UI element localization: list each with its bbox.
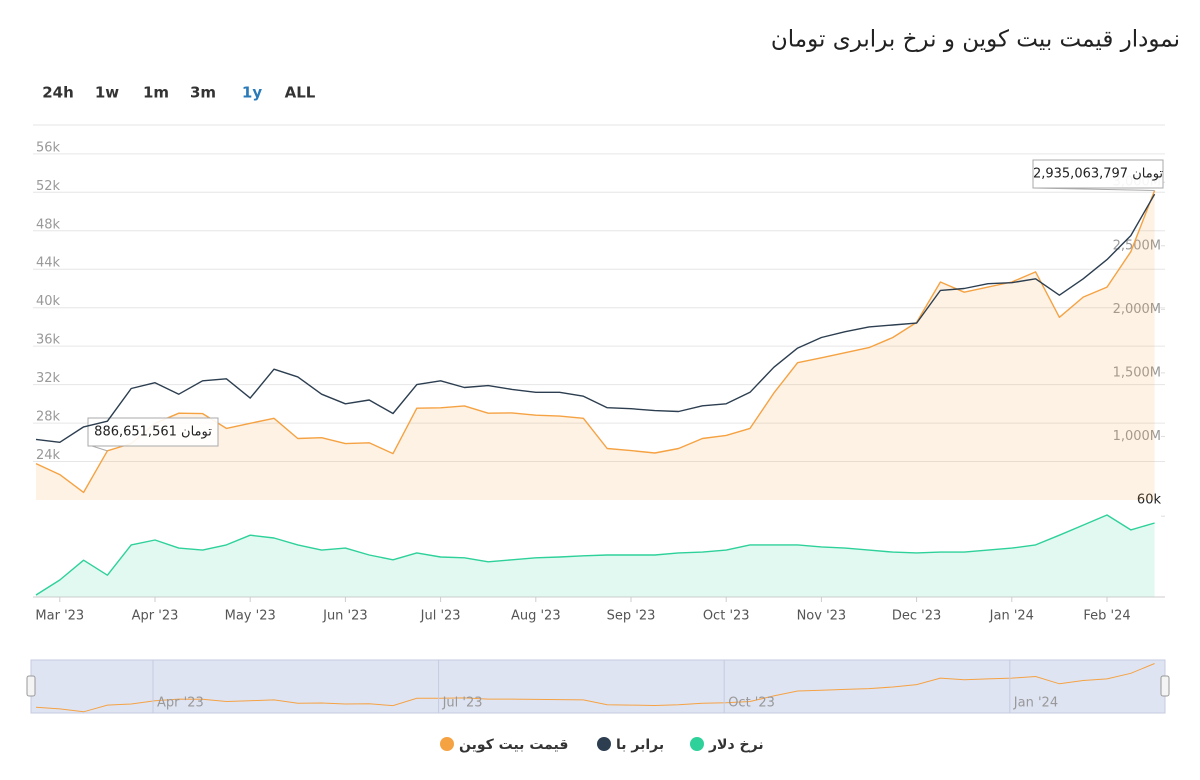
y-tick-label: 56k	[36, 140, 61, 155]
series-line	[35, 514, 1155, 596]
series-area	[36, 190, 1155, 500]
y-tick-label: 24k	[36, 448, 61, 463]
range-button[interactable]: 1m	[143, 84, 169, 102]
navigator[interactable]	[30, 659, 1166, 714]
y-tick-label: 52k	[36, 179, 61, 194]
legend-marker[interactable]	[597, 737, 611, 751]
y-tick-label: 48k	[36, 217, 61, 232]
legend-label[interactable]: قیمت بیت کوین	[459, 737, 568, 753]
data-label: 2,935,063,797 تومان	[1033, 167, 1163, 182]
x-tick-label: Sep '23	[607, 609, 656, 624]
navigator-label: Apr '23	[157, 696, 204, 711]
navigator-line	[35, 663, 1155, 713]
range-button[interactable]: ALL	[285, 84, 316, 102]
y2-tick-label: 1,500M	[1113, 365, 1161, 380]
legend-marker[interactable]	[690, 737, 704, 751]
y-tick-label: 44k	[36, 256, 61, 271]
y3-tick-label: 60k	[1137, 493, 1162, 508]
legend-label[interactable]: برابر با	[616, 737, 664, 753]
series-line	[35, 190, 1156, 494]
x-tick-label: Dec '23	[892, 609, 941, 624]
range-button[interactable]: 1w	[95, 84, 119, 102]
y2-tick-label: 2,000M	[1113, 302, 1161, 317]
x-tick-label: Jul '23	[420, 609, 461, 624]
data-label: 886,651,561 تومان	[94, 425, 212, 440]
navigator-handle[interactable]	[1160, 675, 1170, 697]
annotation-connector	[91, 445, 108, 452]
y-tick-label: 40k	[36, 294, 61, 309]
x-tick-label: Oct '23	[703, 609, 750, 624]
navigator-handle[interactable]	[26, 675, 36, 697]
x-tick-label: May '23	[225, 609, 276, 624]
y-tick-label: 28k	[36, 410, 61, 425]
navigator-label: Jan '24	[1013, 696, 1058, 711]
x-tick-label: Mar '23	[35, 609, 84, 624]
x-tick-label: Nov '23	[797, 609, 847, 624]
x-tick-label: Apr '23	[132, 609, 179, 624]
range-button[interactable]: 24h	[42, 84, 74, 102]
y2-tick-label: 1,000M	[1113, 429, 1161, 444]
annotation-box	[87, 417, 219, 447]
range-button[interactable]: 1y	[242, 84, 262, 102]
series-line	[35, 193, 1156, 443]
x-tick-label: Feb '24	[1083, 609, 1130, 624]
annotation-box	[1032, 159, 1164, 189]
y-tick-label: 36k	[36, 333, 61, 348]
legend-marker[interactable]	[440, 737, 454, 751]
navigator-label: Jul '23	[442, 696, 483, 711]
chart-title: نمودار قیمت بیت کوین و نرخ برابری تومان	[771, 27, 1180, 53]
x-tick-label: Jun '23	[322, 609, 368, 624]
range-button[interactable]: 3m	[190, 84, 216, 102]
legend-label[interactable]: نرخ دلار	[708, 737, 764, 753]
y-tick-label: 32k	[36, 371, 61, 386]
x-tick-label: Aug '23	[511, 609, 561, 624]
navigator-label: Oct '23	[728, 696, 775, 711]
x-tick-label: Jan '24	[989, 609, 1034, 624]
